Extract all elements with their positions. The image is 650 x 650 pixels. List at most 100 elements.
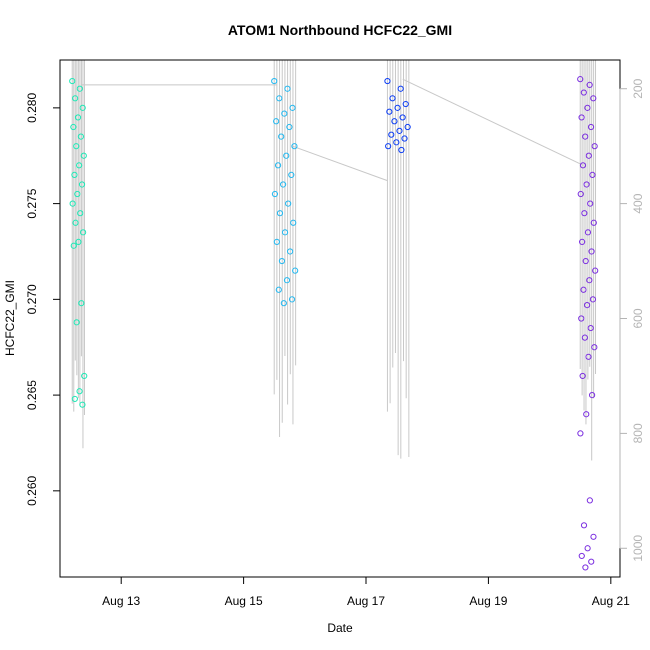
data-point-seg2 bbox=[274, 162, 282, 169]
data-point-seg1 bbox=[73, 319, 80, 326]
y-tick-label: 0.260 bbox=[25, 475, 39, 505]
y-tick-label: 0.270 bbox=[25, 284, 39, 314]
data-point-seg2 bbox=[287, 248, 294, 255]
data-point-seg3 bbox=[399, 114, 406, 121]
x-tick-label: Aug 15 bbox=[225, 594, 263, 608]
data-point-seg1 bbox=[71, 171, 78, 178]
altitude-tick-label: 1000 bbox=[631, 535, 645, 562]
data-point-seg3 bbox=[385, 143, 392, 150]
x-tick-label: Aug 13 bbox=[102, 594, 140, 608]
data-point-seg3 bbox=[386, 108, 393, 115]
x-tick-label: Aug 19 bbox=[469, 594, 507, 608]
data-point-seg2 bbox=[281, 110, 288, 117]
data-point-seg2 bbox=[292, 267, 299, 274]
y-tick-label: 0.265 bbox=[25, 380, 39, 410]
data-point-seg4 bbox=[579, 162, 587, 169]
data-point-seg4 bbox=[587, 200, 594, 207]
data-point-seg1 bbox=[72, 219, 79, 226]
data-point-seg3 bbox=[394, 104, 401, 111]
x-tick-label: Aug 17 bbox=[347, 594, 385, 608]
data-point-seg4 bbox=[584, 104, 591, 111]
data-point-seg4 bbox=[592, 267, 599, 274]
x-tick-label: Aug 21 bbox=[592, 594, 630, 608]
data-point-seg4 bbox=[586, 497, 593, 504]
data-point-seg2 bbox=[271, 190, 279, 198]
data-point-seg1 bbox=[77, 210, 84, 217]
data-point-seg4 bbox=[588, 391, 596, 399]
data-point-seg2 bbox=[290, 219, 297, 226]
data-point-seg4 bbox=[583, 181, 590, 188]
data-point-seg4 bbox=[581, 334, 588, 341]
data-point-seg2 bbox=[281, 229, 289, 236]
data-point-seg4 bbox=[584, 301, 591, 309]
data-point-seg2 bbox=[276, 210, 284, 217]
data-point-seg4 bbox=[590, 533, 597, 540]
data-point-seg1 bbox=[70, 123, 77, 131]
data-point-seg1 bbox=[74, 114, 82, 121]
data-point-seg1 bbox=[79, 401, 86, 408]
data-point-seg4 bbox=[582, 133, 589, 140]
data-point-seg4 bbox=[590, 95, 597, 102]
data-point-seg3 bbox=[402, 100, 409, 108]
x-axis-label: Date bbox=[327, 621, 353, 635]
data-point-seg4 bbox=[580, 89, 587, 96]
data-point-seg4 bbox=[580, 522, 588, 529]
altitude-tick-label: 600 bbox=[631, 308, 645, 328]
data-point-seg2 bbox=[273, 118, 280, 125]
data-point-seg4 bbox=[588, 558, 595, 565]
data-point-seg2 bbox=[288, 171, 295, 178]
y-tick-label: 0.275 bbox=[25, 188, 39, 218]
data-point-seg1 bbox=[78, 181, 86, 188]
y-tick-label: 0.280 bbox=[25, 93, 39, 123]
data-point-seg1 bbox=[76, 162, 83, 169]
data-point-seg3 bbox=[404, 123, 411, 131]
data-point-seg4 bbox=[586, 81, 593, 88]
data-point-seg1 bbox=[80, 229, 87, 236]
data-point-seg2 bbox=[280, 181, 287, 188]
data-point-seg4 bbox=[578, 315, 585, 322]
data-point-seg4 bbox=[585, 353, 592, 360]
data-point-seg4 bbox=[589, 171, 596, 178]
data-point-seg1 bbox=[69, 200, 76, 207]
data-point-seg1 bbox=[74, 190, 81, 198]
data-point-seg4 bbox=[584, 545, 591, 552]
data-point-seg3 bbox=[398, 146, 405, 154]
data-point-seg1 bbox=[75, 238, 82, 246]
data-point-seg3 bbox=[389, 95, 396, 102]
data-point-seg4 bbox=[578, 114, 585, 121]
data-point-seg2 bbox=[278, 257, 286, 265]
altitude-tick-label: 800 bbox=[631, 423, 645, 443]
x-axis: Aug 13 Aug 15 Aug 17 Aug 19 Aug 21 bbox=[102, 576, 630, 608]
altitude-tick-label: 200 bbox=[631, 78, 645, 98]
data-point-seg1 bbox=[76, 388, 83, 395]
data-point-seg3 bbox=[401, 135, 408, 142]
data-point-seg4 bbox=[579, 372, 586, 380]
data-point-seg2 bbox=[280, 300, 287, 307]
connector-line bbox=[402, 78, 584, 166]
data-point-seg4 bbox=[584, 229, 592, 236]
data-point-seg4 bbox=[591, 344, 598, 351]
data-point-seg2 bbox=[271, 77, 278, 85]
connector-lines bbox=[81, 78, 584, 182]
data-point-seg1 bbox=[77, 133, 85, 140]
data-point-seg2 bbox=[276, 95, 283, 102]
data-point-seg4 bbox=[588, 248, 595, 255]
data-point-seg4 bbox=[586, 277, 593, 284]
data-point-seg4 bbox=[583, 411, 590, 418]
data-point-seg2 bbox=[275, 286, 282, 293]
data-point-seg4 bbox=[589, 296, 597, 303]
data-point-seg2 bbox=[278, 133, 285, 140]
data-point-seg4 bbox=[578, 552, 585, 560]
altitude-tick-label: 400 bbox=[631, 193, 645, 213]
data-point-seg3 bbox=[391, 118, 398, 125]
data-point-seg4 bbox=[587, 123, 595, 131]
data-point-seg2 bbox=[273, 238, 280, 246]
data-point-seg1 bbox=[71, 395, 78, 403]
data-point-seg4 bbox=[585, 152, 592, 159]
data-point-seg4 bbox=[577, 430, 584, 437]
data-point-seg3 bbox=[393, 139, 400, 146]
data-point-seg4 bbox=[577, 190, 584, 198]
data-point-seg2 bbox=[285, 200, 292, 207]
data-point-seg2 bbox=[286, 123, 293, 131]
